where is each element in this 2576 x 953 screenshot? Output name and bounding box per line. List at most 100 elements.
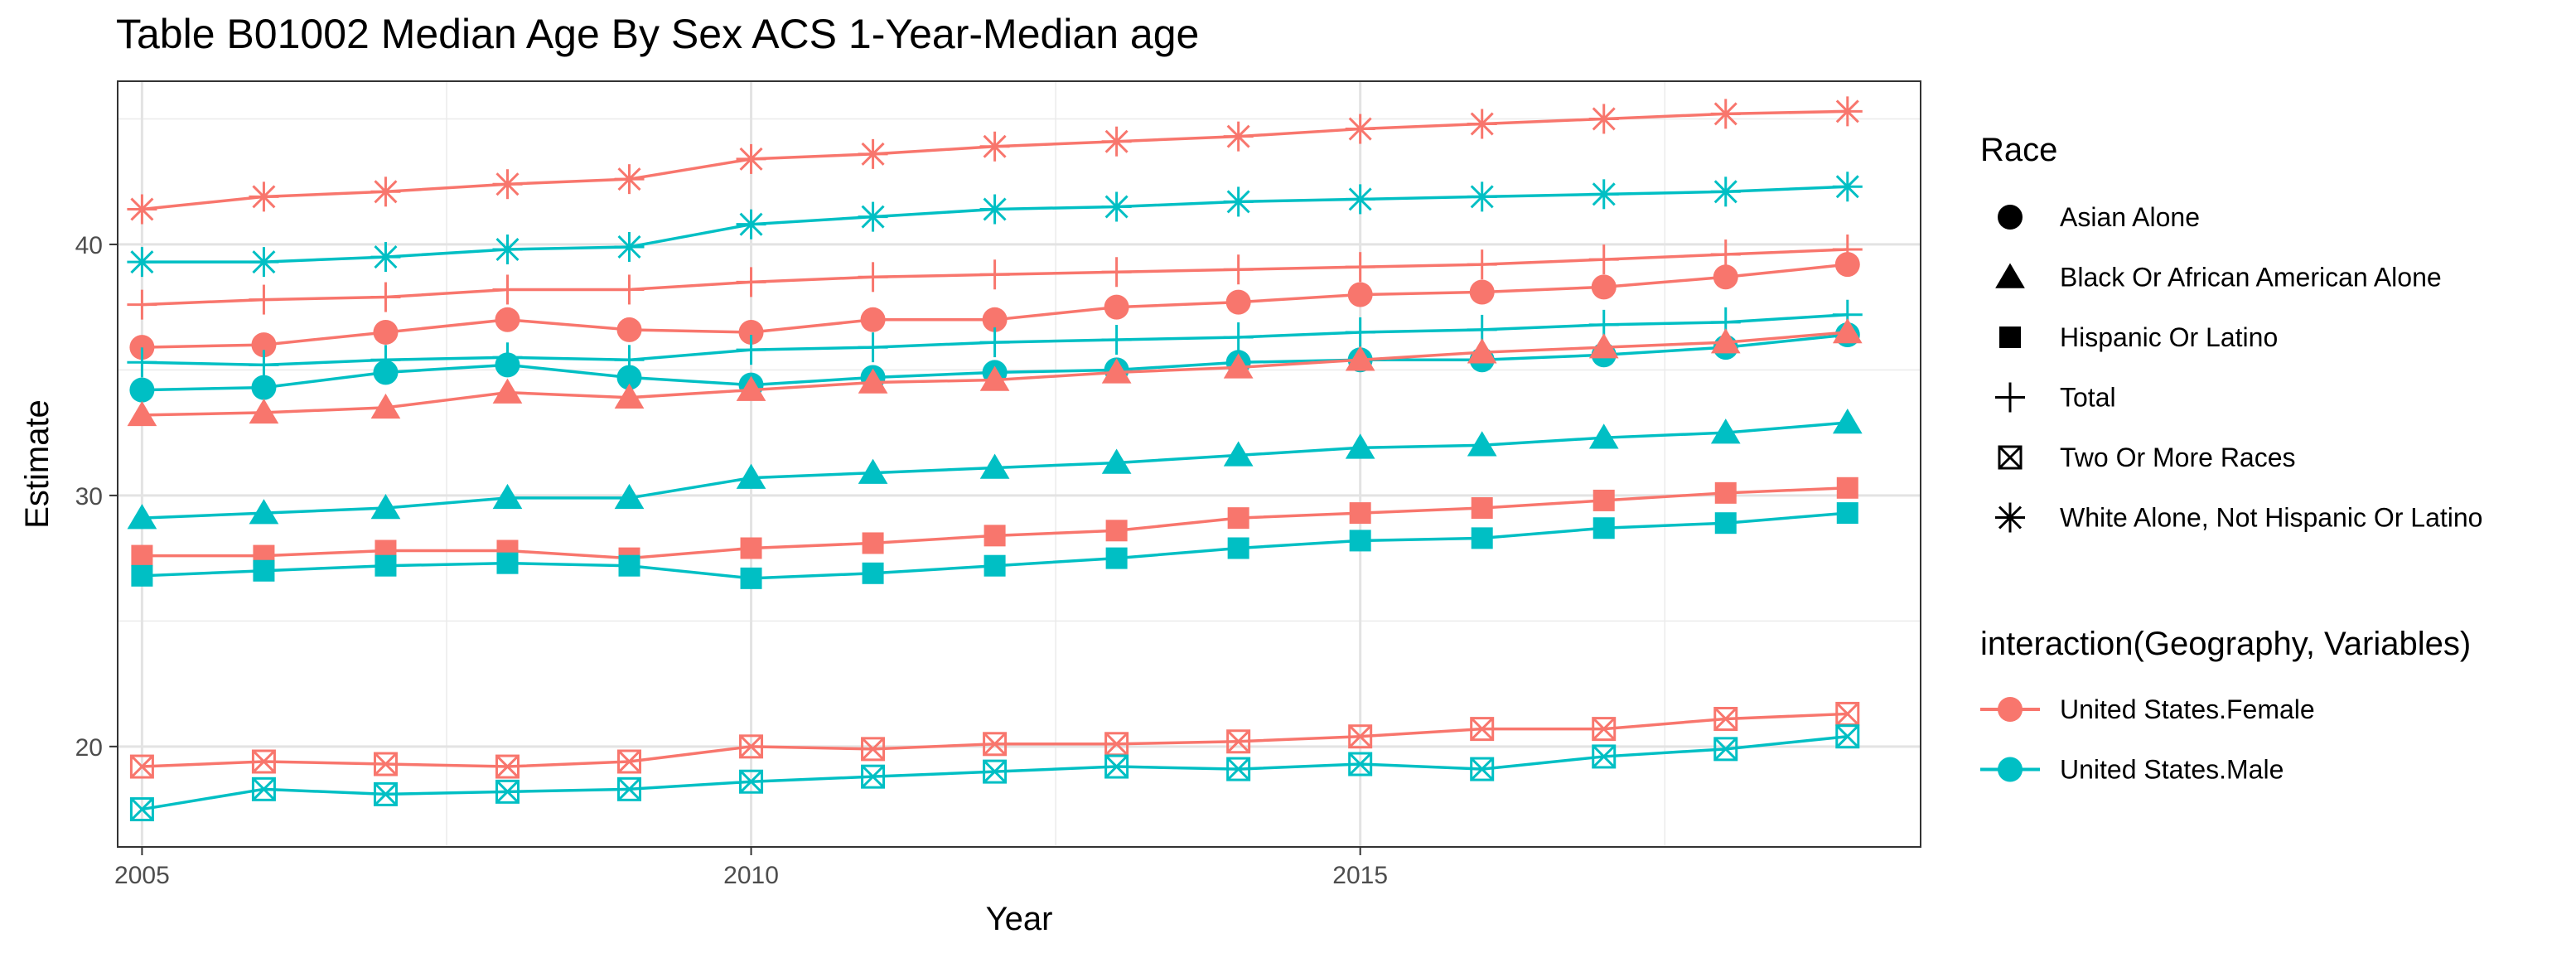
data-point [253, 559, 275, 582]
point-triangle [614, 383, 645, 409]
data-point [1832, 172, 1863, 202]
data-point [251, 776, 276, 801]
point-square-x-d2 [1592, 717, 1616, 741]
point-square-x-box [617, 749, 642, 774]
point-triangle [1223, 441, 1254, 467]
data-point [614, 483, 645, 510]
data-point [370, 242, 401, 273]
data-point [1834, 252, 1860, 278]
data-point [982, 307, 1008, 332]
data-point [249, 350, 279, 380]
point-triangle [1345, 433, 1375, 459]
point-asterisk-d2 [1713, 102, 1737, 126]
data-point [1832, 317, 1863, 344]
data-point [492, 274, 523, 305]
point-asterisk-d2 [861, 205, 885, 229]
data-point [251, 332, 277, 358]
data-point [1467, 338, 1497, 364]
data-point [373, 319, 399, 345]
legend-key-plus-icon [1995, 382, 2025, 413]
data-point [1345, 317, 1375, 347]
point-triangle [1467, 338, 1497, 364]
point-asterisk-d2 [983, 134, 1007, 158]
point-asterisk-d2 [1592, 182, 1616, 206]
point-square-x-d2 [1998, 445, 2023, 470]
data-point [1104, 732, 1129, 757]
data-point [984, 525, 1006, 547]
point-square [1471, 497, 1493, 520]
point-circle [1104, 294, 1129, 320]
legend-item-race: Total [1995, 382, 2116, 413]
data-point [1345, 114, 1375, 144]
point-square-x-d2 [983, 760, 1007, 784]
data-point [1223, 353, 1254, 379]
point-square-x-box [373, 781, 398, 806]
series-square-female [131, 476, 1858, 569]
point-square-x-d2 [983, 732, 1007, 756]
point-circle [495, 352, 520, 378]
point-asterisk-d2 [1470, 185, 1494, 209]
data-point [251, 375, 277, 400]
data-point [1470, 717, 1495, 742]
point-asterisk-d2 [617, 235, 641, 259]
data-point [1714, 481, 1737, 504]
data-point [979, 259, 1010, 290]
series-asterisk-male [127, 172, 1863, 278]
legend-label: United States.Female [2060, 694, 2315, 724]
data-point [1710, 99, 1741, 129]
point-asterisk-d2 [1226, 124, 1250, 148]
series-plus-male [127, 299, 1863, 380]
data-point [860, 307, 886, 332]
point-square-x-box [1470, 757, 1495, 781]
point-square-x-d2 [1104, 732, 1129, 756]
point-square [1714, 481, 1737, 504]
point-triangle [1345, 346, 1375, 371]
point-square-x-box [1348, 724, 1373, 749]
point-square-x-d2 [739, 734, 763, 758]
data-point [127, 194, 157, 225]
point-square-x-box [739, 769, 764, 794]
data-point [1467, 181, 1497, 212]
legend-key-circle-icon [1998, 697, 2023, 722]
data-point [1101, 257, 1132, 288]
point-triangle [249, 499, 279, 525]
data-point [1471, 497, 1493, 520]
data-point [1225, 289, 1251, 315]
data-point [858, 138, 888, 169]
point-asterisk-d2 [1470, 112, 1494, 136]
point-triangle [858, 368, 888, 394]
point-square-x-d2 [1713, 707, 1737, 731]
point-asterisk-d2 [1104, 195, 1129, 219]
point-square-x-d2 [1470, 717, 1494, 741]
point-circle [251, 332, 277, 358]
data-point [1104, 754, 1129, 779]
data-point [131, 544, 153, 567]
point-asterisk-d2 [861, 142, 885, 166]
data-point [1467, 431, 1497, 457]
point-asterisk-d2 [739, 147, 763, 171]
point-square [1471, 527, 1493, 549]
point-square-x-d2 [1226, 757, 1250, 781]
point-asterisk-d2 [1998, 506, 2023, 530]
data-point [1588, 423, 1619, 449]
point-square-x-box [1713, 737, 1738, 762]
point-circle [982, 307, 1008, 332]
point-asterisk-d2 [739, 212, 763, 236]
point-triangle [127, 400, 157, 427]
data-point [1347, 282, 1373, 307]
data-point [1105, 547, 1128, 569]
data-point [1104, 294, 1129, 320]
point-asterisk-d2 [1226, 190, 1250, 214]
point-circle [1225, 289, 1251, 315]
point-square-x-d2 [1713, 737, 1737, 761]
point-asterisk-d2 [1713, 180, 1737, 204]
point-square [1836, 502, 1858, 525]
data-point [739, 769, 764, 794]
point-asterisk-d2 [252, 250, 276, 274]
point-square [1999, 327, 2021, 348]
data-point [617, 776, 642, 801]
point-square-x-d2 [1470, 757, 1494, 781]
point-square-x-box [251, 749, 276, 774]
data-point [1713, 737, 1738, 762]
data-point [1223, 254, 1254, 285]
